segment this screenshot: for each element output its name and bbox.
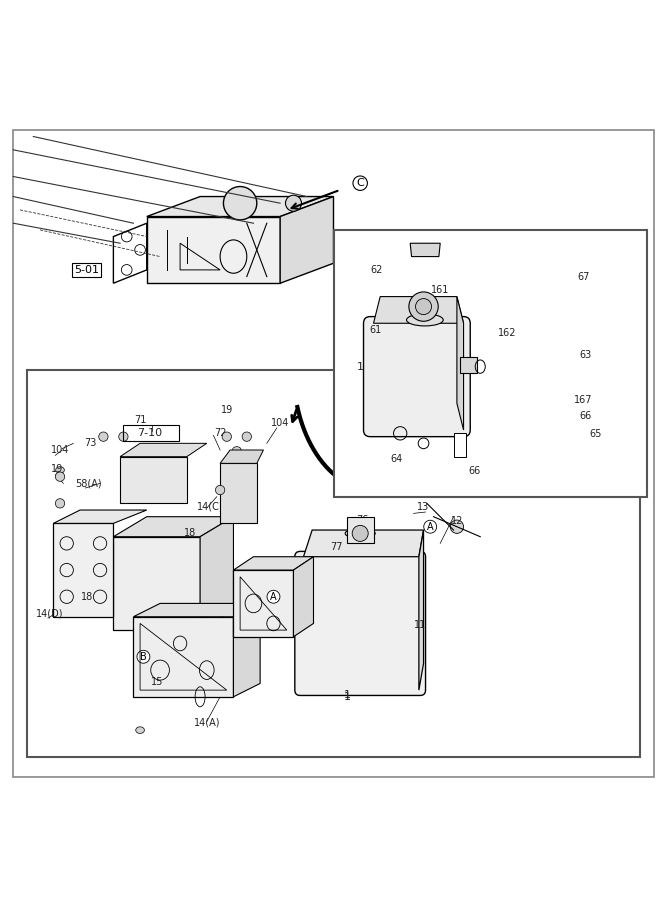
Text: 58(A): 58(A) [75,479,101,489]
Text: 18: 18 [184,528,196,538]
Polygon shape [120,444,207,456]
Text: 67: 67 [578,272,590,282]
Text: 73: 73 [84,438,96,448]
Text: 14(A): 14(A) [193,717,220,727]
Polygon shape [113,517,233,536]
Circle shape [55,472,65,482]
Text: 19: 19 [221,405,233,415]
Text: 14(D): 14(D) [36,608,64,618]
Text: 64: 64 [391,454,403,464]
Polygon shape [293,557,313,637]
Bar [120,456,187,503]
Bar [347,517,374,544]
Text: 72: 72 [214,428,226,438]
Text: 76: 76 [356,515,368,525]
Polygon shape [53,524,113,616]
Circle shape [215,485,225,495]
Bar [27,370,640,757]
Ellipse shape [346,528,375,538]
Polygon shape [419,530,424,690]
Ellipse shape [232,446,241,454]
Text: 65: 65 [590,429,602,439]
Text: 167: 167 [574,395,593,405]
Bar [220,464,257,524]
Polygon shape [147,217,280,284]
Polygon shape [233,603,260,697]
Text: B: B [140,652,147,662]
Text: 77: 77 [331,542,343,552]
Text: 11: 11 [414,620,426,630]
Text: 104: 104 [51,445,69,455]
Polygon shape [374,297,464,323]
Circle shape [99,432,108,441]
Ellipse shape [136,727,144,734]
Polygon shape [233,570,293,637]
Text: 12: 12 [451,517,463,526]
Bar [123,425,179,441]
Text: 162: 162 [498,328,516,338]
Polygon shape [133,616,233,697]
Text: 1: 1 [344,689,350,700]
Text: 66: 66 [580,411,592,421]
Circle shape [409,292,438,321]
Text: 13: 13 [418,501,430,512]
Circle shape [285,195,301,212]
Text: 161: 161 [431,285,450,295]
Bar [460,356,477,374]
Text: 1: 1 [344,692,350,702]
Text: 7-10: 7-10 [137,428,163,438]
FancyBboxPatch shape [295,552,426,696]
Text: 66: 66 [469,466,481,476]
Polygon shape [303,530,424,557]
Text: 61: 61 [370,325,382,335]
Circle shape [242,432,251,441]
Text: B: B [140,652,147,662]
Polygon shape [113,536,200,630]
Text: A: A [427,522,434,532]
Text: A: A [427,522,434,532]
Polygon shape [133,603,260,616]
Text: 63: 63 [580,349,592,360]
Text: A: A [270,591,277,602]
Polygon shape [410,243,440,256]
Circle shape [55,499,65,508]
Polygon shape [233,557,313,570]
Text: 18: 18 [81,591,93,602]
Text: 104: 104 [271,418,289,428]
Text: 1: 1 [357,362,364,372]
Circle shape [416,299,432,315]
Circle shape [222,432,231,441]
Ellipse shape [229,473,237,480]
Polygon shape [53,510,147,524]
Polygon shape [200,517,233,630]
Text: 15: 15 [151,677,163,687]
Text: A: A [270,591,277,602]
Ellipse shape [56,467,64,473]
Polygon shape [280,196,334,284]
Ellipse shape [407,314,443,326]
Text: 71: 71 [134,415,146,425]
Polygon shape [457,297,464,430]
FancyBboxPatch shape [364,317,470,436]
Circle shape [119,432,128,441]
Polygon shape [220,450,263,464]
Text: 62: 62 [371,265,383,274]
Circle shape [450,520,464,534]
Circle shape [223,186,257,220]
Bar [334,230,647,497]
Text: 5-01: 5-01 [74,265,99,274]
Polygon shape [147,196,334,217]
Text: 19: 19 [51,464,63,473]
Text: C: C [356,178,364,188]
Bar [454,433,466,456]
Text: 14(C): 14(C) [197,501,223,512]
Circle shape [352,526,368,542]
